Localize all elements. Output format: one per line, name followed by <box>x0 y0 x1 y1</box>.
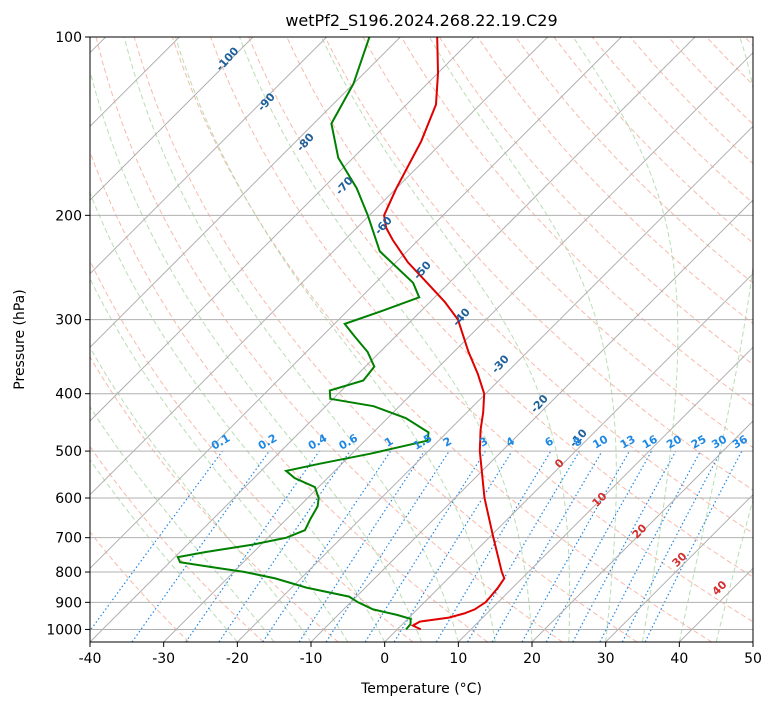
isotherm-gridline <box>236 125 753 642</box>
dry-adiabat-line <box>90 531 190 642</box>
isotherm-gridline <box>90 37 475 422</box>
y-tick-label: 1000 <box>46 622 82 638</box>
dry-adiabat-line <box>90 445 264 642</box>
x-tick-label: 20 <box>523 651 541 667</box>
x-tick-label: 40 <box>670 651 688 667</box>
dry-adiabat-line <box>248 37 753 578</box>
moist-adiabat-line <box>715 497 753 642</box>
moist-adiabat-line <box>90 346 312 642</box>
background-lines <box>90 37 753 642</box>
y-tick-label: 700 <box>55 531 82 547</box>
y-tick-label: 400 <box>55 387 82 403</box>
dry-adiabat-line <box>210 37 753 623</box>
axes: -40 -30 -20 -10 0 10 20 30 40 50 1000 900 800 700 600 5… <box>46 30 762 667</box>
moist-adiabat-line <box>90 191 386 642</box>
mixing-ratio-line <box>218 450 351 642</box>
isotherm-gridline <box>310 199 753 642</box>
moist-adiabat-line <box>321 37 571 642</box>
mixing-ratio-line <box>325 450 450 642</box>
isotherm-gridline <box>90 37 696 642</box>
y-tick-label: 500 <box>55 444 82 460</box>
chart-title: wetPf2_S196.2024.268.22.19.C29 <box>285 11 557 31</box>
x-tick-label: -20 <box>226 651 249 667</box>
mixing-ratio-line <box>185 450 320 642</box>
y-axis-title: Pressure (hPa) <box>12 289 28 389</box>
mixing-ratio-line <box>90 450 223 632</box>
profile-lines <box>176 37 506 631</box>
isotherm-gridline <box>457 346 753 642</box>
isotherm-gridline <box>90 37 549 496</box>
x-tick-label: -30 <box>152 651 175 667</box>
isotherm-gridline <box>531 420 753 642</box>
mixing-ratio-line <box>298 450 425 642</box>
dry-adiabat-line <box>324 37 753 491</box>
mixing-ratio-line <box>644 450 743 642</box>
moist-adiabat-line <box>90 277 349 642</box>
moist-adiabat-line <box>90 68 422 642</box>
x-tick-label: -10 <box>300 651 323 667</box>
moist-adiabat-line <box>239 37 533 642</box>
dry-adiabat-line <box>90 356 339 642</box>
y-tick-label: 800 <box>55 565 82 581</box>
moist-adiabat-line <box>572 37 679 642</box>
dry-adiabat-line <box>400 37 753 407</box>
mixing-ratio-line <box>262 450 392 642</box>
y-tick-label: 100 <box>55 30 82 46</box>
x-tick-label: 0 <box>380 651 389 667</box>
isotherm-gridline <box>90 37 622 570</box>
y-tick-label: 900 <box>55 595 82 611</box>
isotherm-gridline <box>605 493 753 642</box>
dry-adiabat-line <box>90 150 488 642</box>
dry-adiabat-line <box>95 37 563 642</box>
mixing-ratio-line <box>572 450 677 642</box>
y-tick-label: 600 <box>55 491 82 507</box>
isotherm-gridline <box>384 272 753 642</box>
moist-adiabat-line <box>678 37 753 642</box>
moist-adiabat-line <box>90 458 238 642</box>
x-tick-label: 50 <box>744 651 762 667</box>
moist-adiabat-line <box>123 37 459 642</box>
mixing-ratio-line <box>545 450 653 642</box>
isotherm-gridline <box>90 37 328 275</box>
dry-adiabat-line <box>438 37 753 366</box>
y-tick-label: 200 <box>55 208 82 224</box>
temperature-profile <box>383 37 506 631</box>
moist-adiabat-line <box>428 37 617 642</box>
plot-frame <box>89 36 754 643</box>
dewpoint-profile <box>176 37 430 631</box>
isotherm-gridline <box>90 37 254 201</box>
isotherm-gridline <box>90 37 401 349</box>
x-tick-label: -40 <box>79 651 102 667</box>
y-tick-label: 300 <box>55 313 82 329</box>
x-axis-title: Temperature (°C) <box>360 681 482 697</box>
dry-adiabat-line <box>171 37 712 642</box>
dry-adiabat-line <box>133 37 638 642</box>
x-tick-label: 10 <box>449 651 467 667</box>
mixing-ratio-line <box>521 450 631 642</box>
x-tick-label: 30 <box>597 651 615 667</box>
